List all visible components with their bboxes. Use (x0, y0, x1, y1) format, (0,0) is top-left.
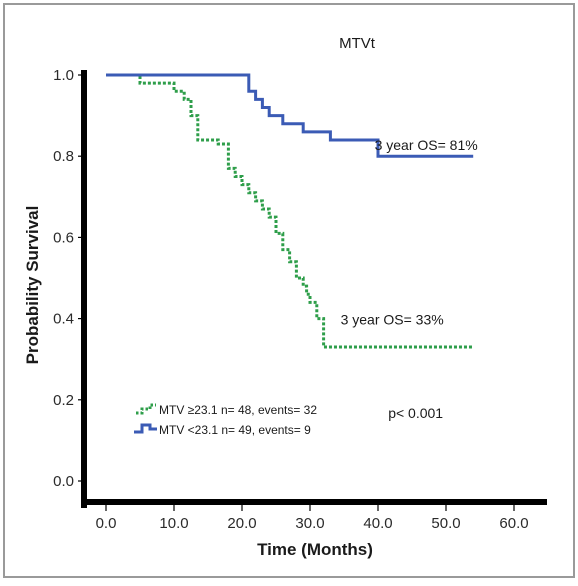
survival-curves (106, 73, 474, 349)
x-axis-ticks: 0.0 10.0 20.0 30.0 40.0 50.0 60.0 (96, 505, 529, 532)
x-tick-label: 20.0 (227, 515, 256, 532)
y-tick-label: 0.8 (53, 148, 74, 165)
legend-swatch-high-mtv (136, 403, 156, 415)
y-tick-label: 0.2 (53, 392, 74, 409)
legend-label-low-mtv: MTV <23.1 n= 49, events= 9 (159, 423, 311, 437)
chart-border (3, 3, 575, 578)
x-tick-label: 60.0 (499, 515, 528, 532)
x-axis-label: Time (Months) (257, 540, 373, 559)
chart-title: MTVt (339, 35, 376, 52)
curve-low-mtv (106, 73, 474, 158)
y-tick-label: 0.4 (53, 311, 74, 328)
x-tick-label: 10.0 (159, 515, 188, 532)
curve-high-mtv (106, 73, 474, 349)
y-tick-label: 1.0 (53, 67, 74, 84)
y-tick-label: 0.6 (53, 229, 74, 246)
y-axis-ticks: 0.0 0.2 0.4 0.6 0.8 1.0 (53, 67, 84, 490)
legend-label-high-mtv: MTV ≥23.1 n= 48, events= 32 (159, 403, 317, 417)
x-tick-label: 30.0 (295, 515, 324, 532)
annotation-p-value: p< 0.001 (388, 405, 443, 421)
y-tick-label: 0.0 (53, 473, 74, 490)
legend: MTV ≥23.1 n= 48, events= 32 MTV <23.1 n=… (134, 403, 317, 437)
legend-swatch-low-mtv (134, 423, 157, 434)
annotation-os-high-mtv: 3 year OS= 33% (341, 312, 444, 328)
y-axis-label: Probability Survival (23, 206, 42, 365)
x-tick-label: 0.0 (96, 515, 117, 532)
annotation-os-low-mtv: 3 year OS= 81% (375, 137, 478, 153)
x-tick-label: 50.0 (431, 515, 460, 532)
x-tick-label: 40.0 (363, 515, 392, 532)
